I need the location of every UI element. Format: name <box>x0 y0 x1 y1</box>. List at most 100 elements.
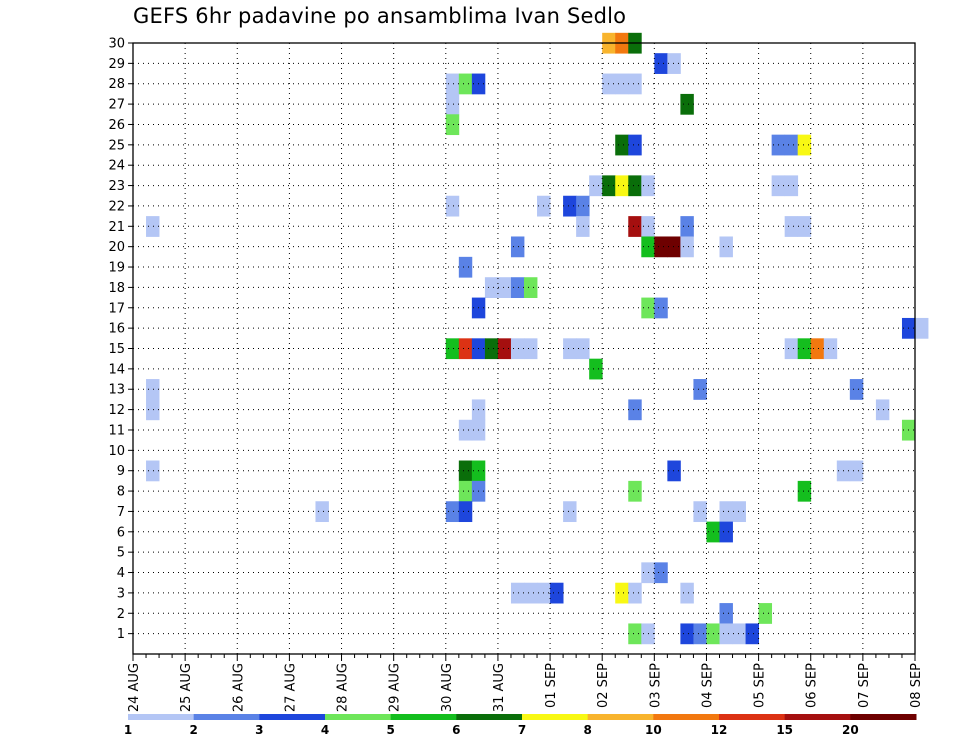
colorbar-segment <box>193 714 260 720</box>
x-tick-label: 05 SEP <box>753 663 768 708</box>
heatmap-cell <box>732 623 746 645</box>
heatmap-cell <box>146 216 160 237</box>
colorbar-segment <box>128 714 195 720</box>
heatmap-cell <box>458 501 473 523</box>
heatmap-cell <box>445 93 460 115</box>
heatmap-cell <box>146 460 160 482</box>
heatmap-cell <box>510 338 525 360</box>
y-tick-label: 28 <box>108 77 125 92</box>
y-tick-label: 15 <box>108 342 125 357</box>
colorbar-segment <box>325 714 392 720</box>
colorbar-label: 20 <box>842 723 859 737</box>
colorbar-segment <box>390 714 457 720</box>
heatmap-cell <box>628 175 642 197</box>
heatmap-cell <box>797 216 812 237</box>
y-tick-label: 4 <box>117 566 125 581</box>
heatmap-cell <box>458 460 473 482</box>
colorbar-label: 15 <box>776 723 793 737</box>
heatmap-cell <box>589 175 603 197</box>
x-tick-label: 06 SEP <box>805 663 820 708</box>
chart-title: GEFS 6hr padavine po ansamblima Ivan Sed… <box>133 4 627 28</box>
x-tick-label: 01 SEP <box>544 663 559 708</box>
heatmap-cell <box>615 73 629 95</box>
colorbar-segment <box>456 714 523 720</box>
colorbar-label: 2 <box>189 723 197 737</box>
heatmap-cell <box>563 338 577 360</box>
heatmap-cell <box>576 338 590 360</box>
y-tick-label: 7 <box>117 505 125 520</box>
x-tick-label: 25 AUG <box>179 663 194 712</box>
heatmap-cell <box>654 53 668 74</box>
cells-layer <box>146 32 929 645</box>
heatmap-cell <box>654 297 668 319</box>
heatmap-cell <box>797 480 812 502</box>
heatmap-cell <box>719 521 733 543</box>
heatmap-cell <box>615 175 629 197</box>
heatmap-cell <box>576 216 590 237</box>
y-tick-label: 3 <box>117 586 125 601</box>
y-tick-label: 12 <box>108 403 125 418</box>
colorbar-segment <box>522 714 589 720</box>
y-tick-label: 2 <box>117 607 125 622</box>
heatmap-cell <box>758 603 773 624</box>
x-tick-label: 24 AUG <box>127 663 142 712</box>
colorbar-label: 4 <box>321 723 329 737</box>
y-tick-label: 13 <box>108 383 125 398</box>
heatmap-cell <box>628 73 642 95</box>
heatmap-cell <box>680 216 694 237</box>
heatmap-cell <box>576 195 590 217</box>
heatmap-cell <box>667 236 681 258</box>
colorbar-segment <box>259 714 326 720</box>
heatmap-cell <box>849 379 864 400</box>
heatmap-cell <box>524 582 538 604</box>
y-tick-label: 27 <box>108 98 125 113</box>
colorbar-label: 6 <box>452 723 460 737</box>
grid-layer <box>133 42 915 654</box>
heatmap-cell <box>784 216 799 237</box>
heatmap-cell <box>458 419 473 441</box>
colorbar-segment <box>784 714 851 720</box>
y-tick-label: 22 <box>108 199 125 214</box>
colorbar-label: 8 <box>583 723 591 737</box>
colorbar-segment <box>719 714 786 720</box>
heatmap-cell <box>667 460 681 482</box>
colorbar-label: 12 <box>711 723 728 737</box>
heatmap-cell <box>146 379 160 400</box>
heatmap-cell <box>693 501 707 523</box>
heatmap-cell <box>628 399 642 421</box>
heatmap-cell <box>680 93 694 115</box>
heatmap-cell <box>680 582 694 604</box>
y-tick-label: 5 <box>117 546 125 561</box>
x-tick-label: 27 AUG <box>283 663 298 712</box>
y-tick-label: 25 <box>108 138 125 153</box>
heatmap-cell <box>445 114 460 136</box>
x-tick-label: 08 SEP <box>909 663 924 708</box>
heatmap-cell <box>628 216 642 237</box>
y-tick-label: 10 <box>108 444 125 459</box>
heatmap-cell <box>445 501 460 523</box>
y-tick-label: 29 <box>108 57 125 72</box>
heatmap-cell <box>628 623 642 645</box>
x-tick-label: 29 AUG <box>388 663 403 712</box>
x-tick-label: 07 SEP <box>857 663 872 708</box>
heatmap-cell <box>615 582 629 604</box>
heatmap-cell <box>628 582 642 604</box>
heatmap-cell <box>797 134 812 156</box>
heatmap-cell <box>680 623 694 645</box>
y-tick-label: 18 <box>108 281 125 296</box>
y-tick-label: 6 <box>117 525 125 540</box>
colorbar-label: 7 <box>518 723 526 737</box>
heatmap-cell <box>693 379 707 400</box>
heatmap-cell <box>497 338 512 360</box>
heatmap-cell <box>458 480 473 502</box>
heatmap-cell <box>458 256 473 278</box>
heatmap-cell <box>784 134 799 156</box>
heatmap-cell <box>719 236 733 258</box>
heatmap-cell <box>510 277 525 298</box>
y-tick-label: 19 <box>108 261 125 276</box>
colorbar-label: 3 <box>255 723 263 737</box>
heatmap-cell <box>628 134 642 156</box>
heatmap-cell <box>497 277 512 298</box>
